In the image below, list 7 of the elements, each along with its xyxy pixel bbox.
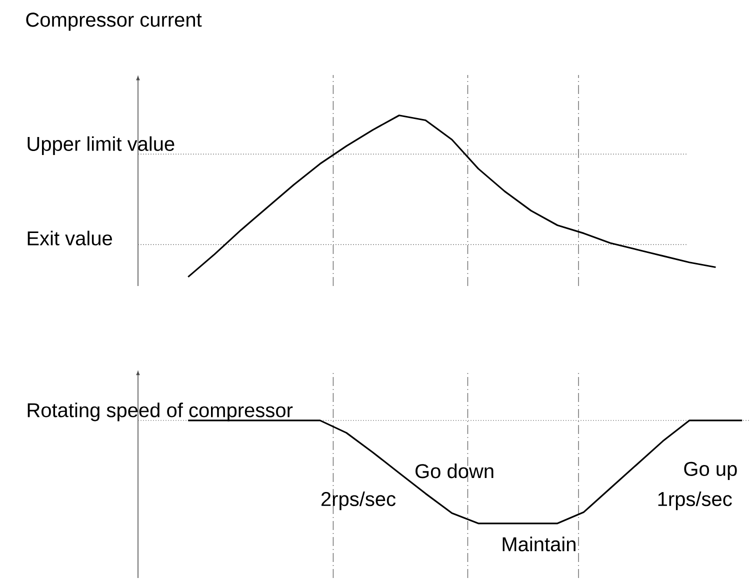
chart-title: Compressor current: [26, 12, 202, 31]
annotation: 2rps/sec: [321, 491, 396, 510]
annotation: Go down: [416, 464, 494, 478]
ref-line-label: Exit value: [28, 230, 112, 246]
annotation: 1rps/sec: [658, 491, 732, 510]
annotation: Go up: [684, 462, 737, 480]
text: Maintain: [502, 536, 576, 552]
